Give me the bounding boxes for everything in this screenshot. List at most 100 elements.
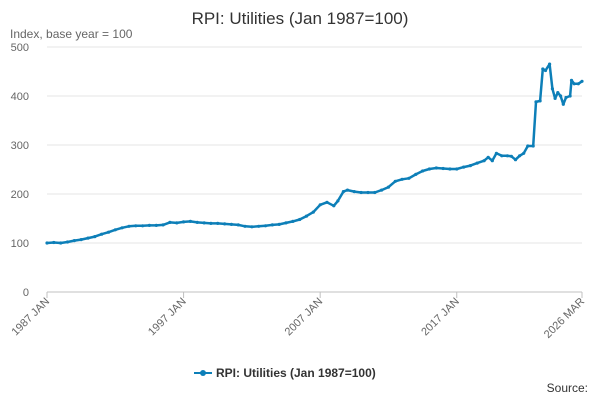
data-point[interactable] — [65, 240, 70, 244]
data-point[interactable] — [468, 164, 472, 168]
data-point[interactable] — [304, 214, 309, 218]
data-point[interactable] — [572, 82, 576, 86]
data-point[interactable] — [561, 102, 565, 106]
data-point[interactable] — [541, 67, 545, 71]
data-point[interactable] — [175, 221, 179, 225]
data-point[interactable] — [243, 224, 247, 228]
data-point[interactable] — [257, 224, 261, 228]
data-point[interactable] — [341, 190, 345, 194]
data-point[interactable] — [147, 223, 151, 227]
data-point[interactable] — [168, 220, 172, 224]
data-point[interactable] — [531, 144, 535, 148]
data-point[interactable] — [45, 241, 49, 245]
data-point[interactable] — [434, 166, 438, 170]
data-point[interactable] — [518, 154, 522, 158]
data-point[interactable] — [154, 223, 158, 227]
source-label: Source: — [547, 381, 588, 395]
data-point[interactable] — [195, 220, 199, 224]
data-point[interactable] — [448, 167, 452, 171]
data-point[interactable] — [332, 204, 336, 208]
data-point[interactable] — [188, 219, 192, 223]
data-point[interactable] — [100, 232, 104, 236]
data-point[interactable] — [52, 240, 56, 245]
data-point[interactable] — [400, 177, 404, 181]
data-point[interactable] — [553, 96, 557, 100]
data-point[interactable] — [534, 100, 538, 104]
data-point[interactable] — [421, 169, 425, 173]
data-point[interactable] — [72, 239, 76, 243]
data-point[interactable] — [407, 176, 411, 180]
data-point[interactable] — [366, 190, 370, 195]
data-point[interactable] — [86, 236, 90, 240]
data-point[interactable] — [202, 221, 206, 225]
data-point[interactable] — [311, 210, 315, 214]
data-point[interactable] — [564, 95, 568, 100]
x-tick-label: 2007 JAN — [283, 296, 326, 339]
data-point[interactable] — [284, 221, 288, 225]
data-point[interactable] — [505, 154, 509, 158]
data-point[interactable] — [490, 159, 494, 163]
data-point[interactable] — [475, 161, 479, 165]
data-point[interactable] — [216, 221, 220, 225]
data-point[interactable] — [250, 225, 254, 229]
data-point[interactable] — [336, 199, 340, 203]
data-point[interactable] — [113, 228, 117, 232]
y-tick-label: 500 — [11, 42, 29, 54]
data-point[interactable] — [134, 224, 138, 228]
data-point[interactable] — [393, 179, 397, 183]
data-point[interactable] — [277, 222, 281, 226]
data-point[interactable] — [93, 235, 97, 239]
data-point[interactable] — [550, 87, 555, 91]
data-point[interactable] — [441, 166, 445, 171]
data-point[interactable] — [106, 230, 111, 234]
data-point[interactable] — [352, 190, 356, 194]
data-point[interactable] — [270, 223, 274, 227]
data-point[interactable] — [559, 94, 563, 98]
x-tick-label: 1997 JAN — [146, 296, 189, 339]
data-point[interactable] — [414, 172, 418, 176]
data-point[interactable] — [568, 94, 572, 98]
data-point[interactable] — [500, 154, 504, 158]
data-point[interactable] — [482, 159, 486, 163]
data-point[interactable] — [522, 151, 526, 155]
data-point[interactable] — [291, 219, 295, 223]
data-point[interactable] — [127, 224, 131, 228]
data-point[interactable] — [359, 190, 363, 195]
data-point[interactable] — [223, 222, 227, 226]
chart-title: RPI: Utilities (Jan 1987=100) — [192, 9, 409, 28]
data-point[interactable] — [120, 226, 124, 230]
data-point[interactable] — [427, 167, 431, 171]
legend[interactable]: RPI: Utilities (Jan 1987=100) — [194, 366, 376, 380]
data-point[interactable] — [236, 223, 240, 227]
data-point[interactable] — [580, 79, 584, 83]
data-point[interactable] — [494, 151, 498, 155]
data-point[interactable] — [373, 190, 377, 195]
data-point[interactable] — [229, 222, 233, 226]
data-point[interactable] — [79, 238, 83, 242]
data-point[interactable] — [59, 241, 63, 245]
data-point[interactable] — [548, 62, 552, 66]
data-point[interactable] — [161, 223, 165, 227]
data-point[interactable] — [543, 68, 548, 73]
data-point[interactable] — [141, 224, 145, 228]
data-point[interactable] — [209, 221, 213, 225]
data-point[interactable] — [263, 224, 268, 228]
data-point[interactable] — [513, 158, 518, 162]
data-point[interactable] — [455, 167, 459, 171]
data-point[interactable] — [318, 203, 322, 207]
data-point[interactable] — [298, 217, 302, 222]
data-point[interactable] — [486, 155, 490, 159]
data-point[interactable] — [386, 185, 391, 189]
data-point[interactable] — [462, 165, 466, 169]
data-point[interactable] — [569, 78, 574, 82]
data-point[interactable] — [380, 188, 384, 192]
data-point[interactable] — [509, 154, 513, 158]
data-point[interactable] — [556, 91, 560, 95]
data-point[interactable] — [182, 220, 186, 224]
data-point[interactable] — [345, 188, 350, 192]
data-point[interactable] — [538, 99, 542, 103]
data-point[interactable] — [526, 144, 530, 148]
data-point[interactable] — [325, 200, 329, 204]
data-point[interactable] — [576, 82, 580, 86]
